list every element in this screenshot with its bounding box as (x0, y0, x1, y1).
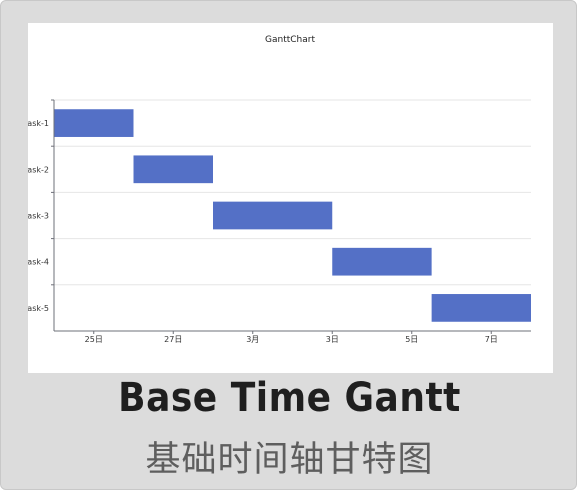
task-bar (133, 155, 213, 184)
chart-title: GanttChart (265, 35, 315, 45)
task-bar (332, 247, 432, 276)
task-bar (431, 294, 531, 322)
caption-subtitle: 基础时间轴甘特图 (145, 440, 434, 480)
task-bar (54, 109, 134, 137)
x-tick-label: 25日 (85, 335, 103, 344)
x-tick-label: 3月 (246, 335, 259, 344)
x-tick-label: 5日 (405, 335, 418, 344)
x-tick-label: 7日 (485, 335, 498, 344)
task-bar (213, 201, 333, 230)
gantt-chart: GanttChart task-1task-2task-3task-4task-… (28, 35, 531, 344)
caption-title: Base Time Gantt (118, 375, 461, 421)
chart-panel: GanttChart task-1task-2task-3task-4task-… (28, 23, 553, 373)
x-tick-label: 3日 (326, 335, 339, 344)
grid-lines (54, 99, 531, 286)
x-tick-label: 27日 (164, 335, 182, 344)
x-tick-labels: 25日 27日 3月 3日 5日 7日 (85, 335, 498, 344)
axes (51, 99, 531, 334)
task-bars (54, 109, 531, 322)
